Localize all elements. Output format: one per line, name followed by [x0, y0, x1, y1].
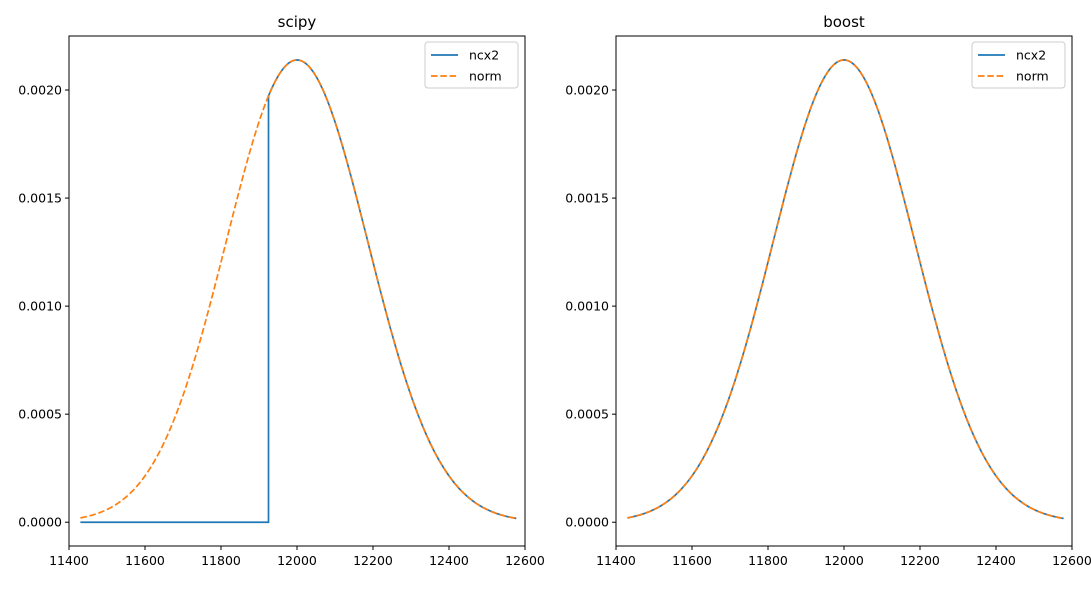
y-tick-label: 0.0015 — [565, 191, 609, 206]
legend-label-norm: norm — [1016, 69, 1049, 84]
x-axis-ticks: 11400 11600 11800 12000 12200 12400 12600 — [49, 546, 545, 568]
x-tick-label: 11400 — [49, 553, 89, 568]
x-tick-label: 12400 — [976, 553, 1016, 568]
y-tick-label: 0.0010 — [565, 299, 609, 314]
legend-box — [424, 41, 519, 89]
x-axis-ticks: 11400 11600 11800 12000 12200 12400 12600 — [596, 546, 1091, 568]
chart-title: scipy — [278, 13, 317, 31]
x-tick-label: 12600 — [505, 553, 545, 568]
x-tick-label: 12000 — [277, 553, 317, 568]
y-tick-label: 0.0020 — [565, 83, 609, 98]
legend: ncx2 norm — [424, 41, 519, 89]
x-tick-label: 11600 — [125, 553, 165, 568]
panel-boost: boost 11400 11600 11800 12000 12200 12400 12600… — [565, 13, 1091, 568]
y-tick-label: 0.0005 — [565, 407, 609, 422]
chart-title: boost — [823, 13, 865, 31]
y-tick-label: 0.0000 — [18, 515, 62, 530]
x-tick-label: 11800 — [748, 553, 788, 568]
legend-box — [971, 41, 1066, 89]
x-tick-label: 12000 — [824, 553, 864, 568]
x-tick-label: 12400 — [429, 553, 469, 568]
legend-label-ncx2: ncx2 — [469, 48, 499, 63]
legend-label-ncx2: ncx2 — [1016, 48, 1046, 63]
plot-lines — [627, 59, 1064, 520]
y-tick-label: 0.0015 — [18, 191, 62, 206]
series-line-norm — [80, 59, 517, 520]
x-tick-label: 11400 — [596, 553, 636, 568]
y-axis-ticks: 0.0000 0.0005 0.0010 0.0015 0.0020 — [565, 83, 616, 530]
panel-scipy: scipy 11400 11600 11800 12000 12200 12400 12600… — [18, 13, 545, 568]
plot-lines — [80, 59, 517, 524]
x-tick-label: 11800 — [201, 553, 241, 568]
x-tick-label: 12200 — [353, 553, 393, 568]
y-tick-label: 0.0005 — [18, 407, 62, 422]
y-tick-label: 0.0000 — [565, 515, 609, 530]
x-tick-label: 11600 — [672, 553, 712, 568]
series-line-norm — [627, 59, 1064, 520]
y-tick-label: 0.0010 — [18, 299, 62, 314]
x-tick-label: 12200 — [900, 553, 940, 568]
legend-label-norm: norm — [469, 69, 502, 84]
y-axis-ticks: 0.0000 0.0005 0.0010 0.0015 0.0020 — [18, 83, 69, 530]
x-tick-label: 12600 — [1052, 553, 1091, 568]
legend: ncx2 norm — [971, 41, 1066, 89]
y-tick-label: 0.0020 — [18, 83, 62, 98]
